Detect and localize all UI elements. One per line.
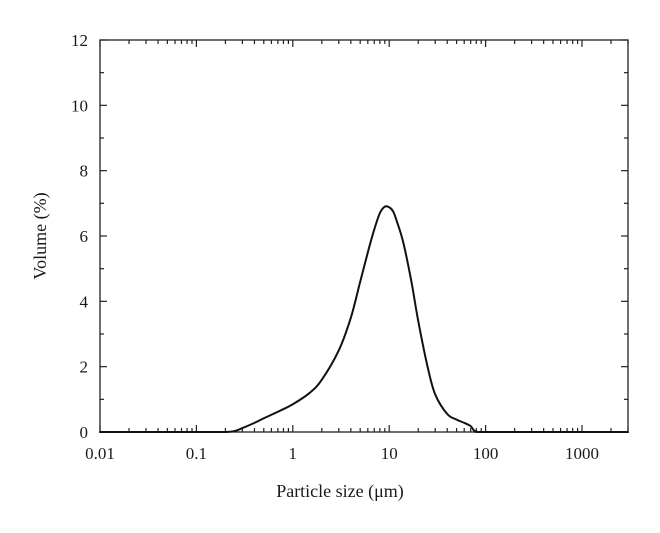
- y-tick-label: 0: [80, 423, 89, 442]
- x-axis-label: Particle size (μm): [276, 481, 404, 502]
- y-tick-label: 2: [80, 358, 89, 377]
- y-tick-label: 10: [71, 96, 88, 115]
- y-tick-label: 6: [80, 227, 89, 246]
- x-axis: 0.01 0.1 1 10 100 1000: [85, 40, 629, 463]
- y-tick-label: 4: [80, 292, 89, 311]
- y-axis: 0 2 4 6 8 10 12: [71, 31, 628, 442]
- plot-frame: [99, 39, 629, 433]
- y-tick-label: 12: [71, 31, 88, 50]
- y-tick-label: 8: [80, 162, 89, 181]
- x-tick-label: 0.01: [85, 444, 115, 463]
- x-tick-label: 100: [473, 444, 499, 463]
- y-axis-label: Volume (%): [30, 192, 51, 279]
- x-tick-label: 1000: [565, 444, 599, 463]
- volume-series-line: [99, 205, 629, 434]
- x-tick-label: 1: [289, 444, 298, 463]
- x-tick-label: 10: [381, 444, 398, 463]
- x-tick-label: 0.1: [186, 444, 207, 463]
